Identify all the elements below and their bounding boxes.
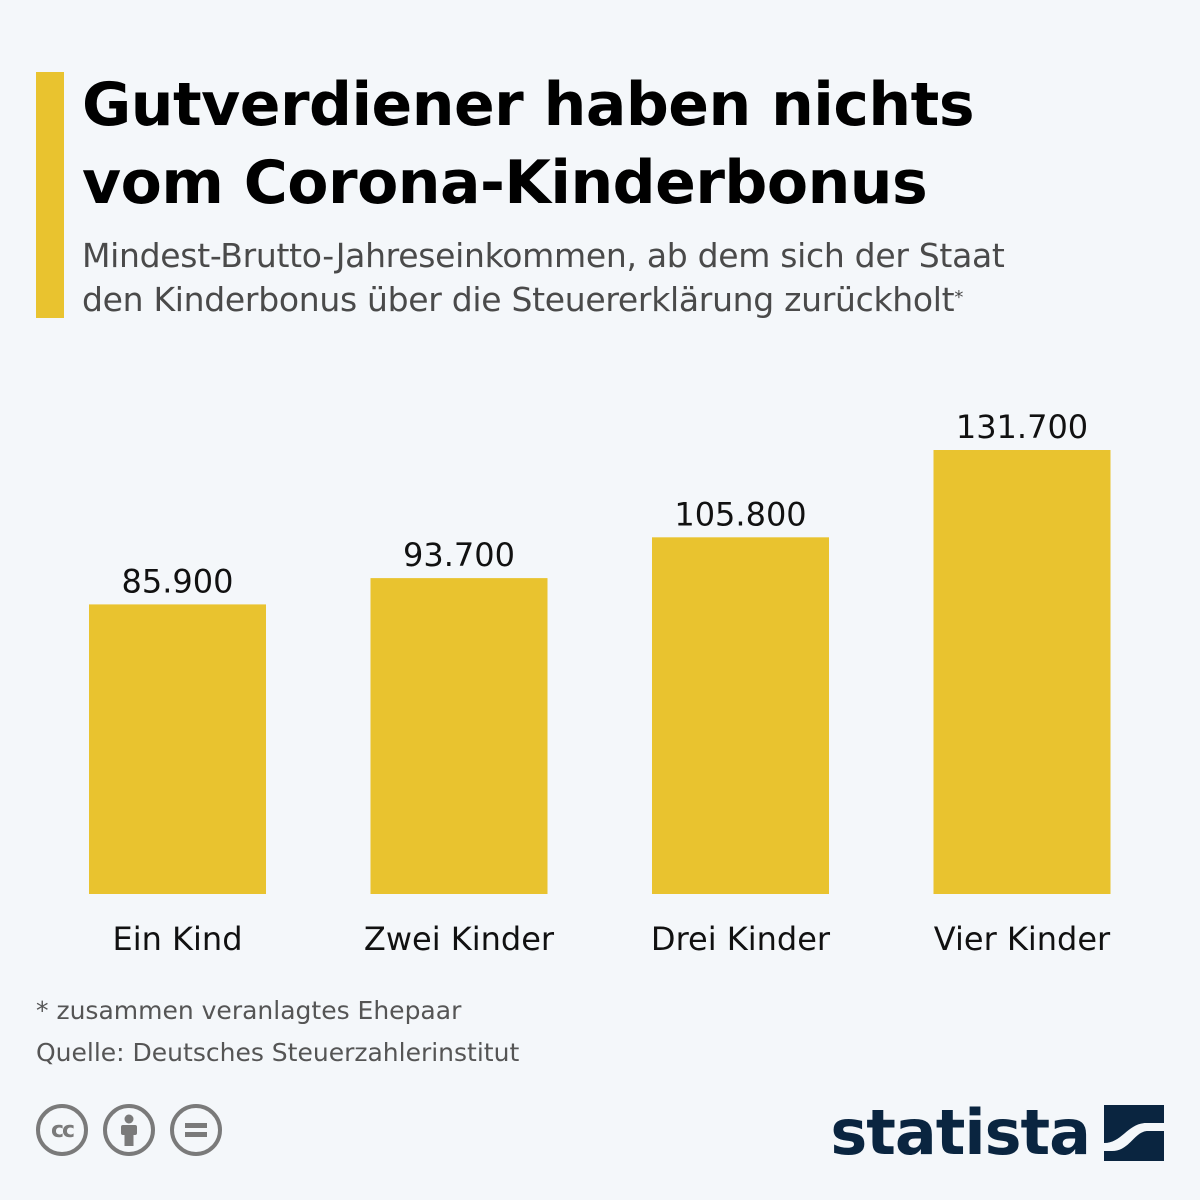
cc-icon-label: cc <box>50 1117 75 1143</box>
data-label-3: 105.800 <box>674 495 806 533</box>
bar-3 <box>652 537 829 894</box>
person-icon <box>121 1114 137 1146</box>
subtitle-footnote-marker: * <box>954 287 964 308</box>
by-icon[interactable] <box>103 1104 155 1156</box>
footnote-block: * zusammen veranlagtes Ehepaar Quelle: D… <box>36 990 519 1074</box>
category-label-4: Vier Kinder <box>934 920 1111 958</box>
statista-logo[interactable]: statista <box>830 1098 1164 1168</box>
title-line-1: Gutverdiener haben nichts <box>82 70 975 140</box>
license-icons: cc <box>36 1104 222 1156</box>
category-label-1: Ein Kind <box>112 920 242 958</box>
category-label-3: Drei Kinder <box>651 920 831 958</box>
equals-icon <box>185 1123 207 1137</box>
subtitle-line-2: den Kinderbonus über die Steuererklärung… <box>82 280 955 319</box>
chart-subtitle: Mindest-Brutto-Jahreseinkommen, ab dem s… <box>82 234 1182 322</box>
statista-logo-mark-icon <box>1104 1105 1164 1161</box>
statista-wordmark: statista <box>830 1096 1091 1169</box>
bar-chart: 85.900 Ein Kind 93.700 Zwei Kinder 105.800 Dr… <box>89 408 1111 958</box>
data-label-2: 93.700 <box>403 536 515 574</box>
footnote-note: * zusammen veranlagtes Ehepaar <box>36 996 462 1025</box>
subtitle-line-1: Mindest-Brutto-Jahreseinkommen, ab dem s… <box>82 236 1005 275</box>
data-label-1: 85.900 <box>122 562 234 600</box>
bar-4 <box>933 450 1111 894</box>
data-label-4: 131.700 <box>956 408 1088 446</box>
title-line-2: vom Corona-Kinderbonus <box>82 148 928 218</box>
accent-bar <box>36 72 64 318</box>
bar-2 <box>370 578 548 894</box>
source-note: Quelle: Deutsches Steuerzahlerinstitut <box>36 1038 520 1067</box>
cc-icon[interactable]: cc <box>36 1104 88 1156</box>
nd-icon[interactable] <box>170 1104 222 1156</box>
chart-title: Gutverdiener haben nichts vom Corona-Kin… <box>82 66 1172 222</box>
category-label-2: Zwei Kinder <box>364 920 555 958</box>
bar-1 <box>89 604 266 894</box>
